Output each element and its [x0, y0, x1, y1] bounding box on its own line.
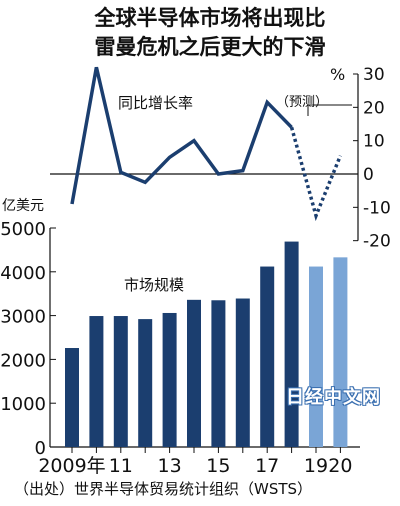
bar [138, 319, 153, 447]
bar-series-label: 市场规模 [124, 276, 184, 294]
bar-y-tick-label: 0 [35, 438, 46, 459]
bar-y-tick-label: 3000 [0, 307, 46, 328]
forecast-annotation-bracket [307, 104, 352, 116]
bar [162, 312, 177, 447]
watermark-logo: 日经中文网 [286, 387, 381, 408]
line-unit-label: % [330, 65, 345, 84]
bar [211, 300, 226, 447]
line-y-tick-label: 10 [363, 132, 385, 152]
line-y-tick-label: 30 [363, 65, 385, 85]
source-note: （出处）世界半导体贸易统计组织（WSTS） [14, 480, 313, 498]
forecast-bar [309, 266, 323, 447]
bar-y-tick-label: 1000 [0, 394, 46, 415]
bar-y-tick-label: 2000 [0, 350, 46, 371]
bar-x-tick-label: 11 [109, 455, 133, 477]
bar-x-tick-label: 13 [158, 455, 182, 477]
line-series-label: 同比增长率 [118, 94, 193, 112]
title-line-2: 雷曼危机之后更大的下滑 [94, 35, 326, 59]
bar [260, 266, 275, 447]
line-y-tick-label: 0 [363, 165, 374, 185]
bar [65, 348, 79, 447]
bar-y-tick-label: 5000 [0, 219, 46, 240]
line-y-tick-label: -20 [363, 232, 391, 252]
bar-x-tick-label: 20 [328, 455, 352, 477]
forecast-annotation: （预测） [276, 95, 328, 110]
growth-rate-forecast-line [289, 126, 343, 222]
growth-rate-line-chart: 30 20 10 0 -10 -20 [50, 65, 391, 252]
growth-rate-line [70, 66, 293, 205]
line-y-tick-label: 20 [363, 98, 385, 118]
bar-x-tick-label: 15 [206, 455, 230, 477]
line-y-tick-label: -10 [363, 198, 391, 218]
title-line-1: 全球半导体市场将出现比 [94, 6, 326, 30]
bar-x-tick-label: 17 [255, 455, 279, 477]
forecast-bar [333, 257, 348, 447]
bar [113, 316, 128, 447]
bar [235, 298, 250, 447]
bar-x-tick-label: 19 [304, 455, 328, 477]
chart-title: 全球半导体市场将出现比 雷曼危机之后更大的下滑 [40, 4, 380, 62]
bar-unit-label: 亿美元 [2, 198, 44, 214]
bar [284, 241, 299, 447]
bar-y-tick-label: 4000 [0, 263, 46, 284]
bar-x-tick-label: 2009年 [38, 455, 105, 477]
bar [187, 299, 201, 447]
bar [89, 316, 104, 447]
